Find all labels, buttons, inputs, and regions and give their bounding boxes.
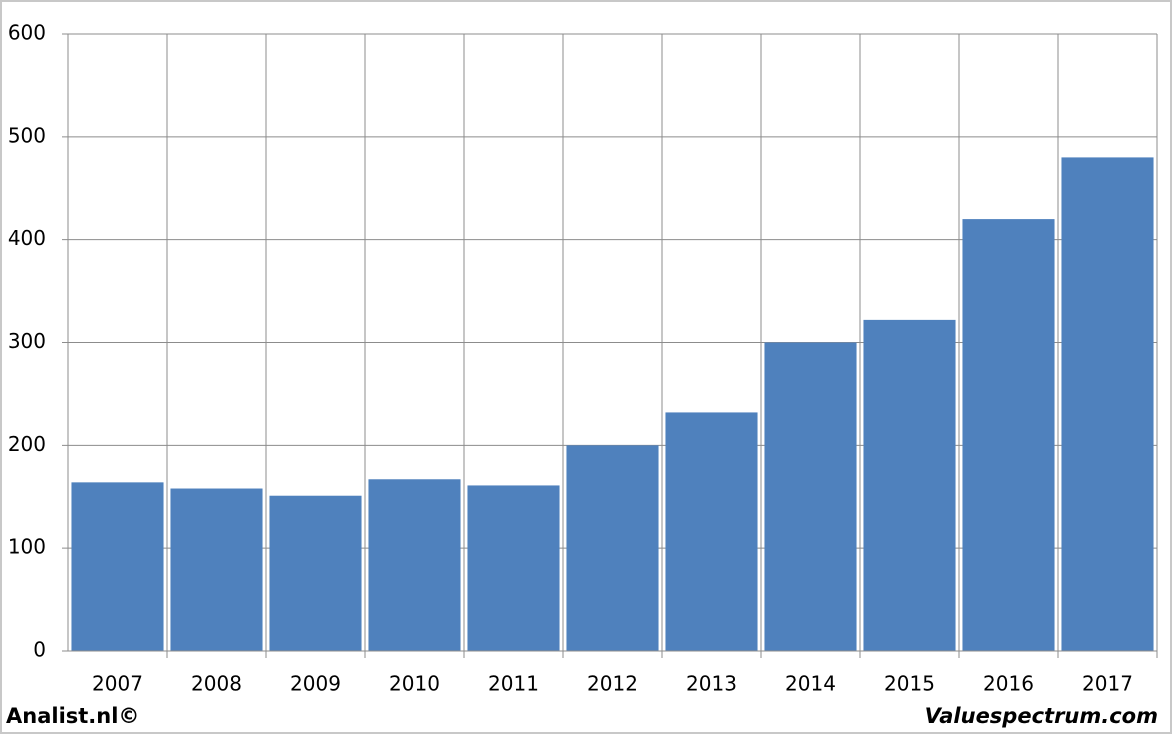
x-tick-label: 2008	[191, 672, 242, 696]
x-tick-label: 2012	[587, 672, 638, 696]
bar	[566, 445, 659, 651]
y-tick-label: 100	[8, 535, 46, 559]
bar	[1061, 157, 1154, 651]
y-tick-label: 0	[33, 638, 46, 662]
y-tick-label: 300	[8, 329, 46, 353]
x-tick-label: 2016	[983, 672, 1034, 696]
x-tick-label: 2013	[686, 672, 737, 696]
y-tick-label: 600	[8, 21, 46, 45]
x-tick-label: 2015	[884, 672, 935, 696]
bar	[71, 482, 164, 651]
x-tick-label: 2010	[389, 672, 440, 696]
x-tick-label: 2017	[1082, 672, 1133, 696]
y-tick-label: 200	[8, 432, 46, 456]
footer-left: Analist.nl©	[6, 704, 139, 728]
y-tick-label: 400	[8, 226, 46, 250]
x-tick-label: 2007	[92, 672, 143, 696]
x-tick-label: 2011	[488, 672, 539, 696]
bar	[269, 495, 362, 651]
y-tick-label: 500	[8, 123, 46, 147]
bar	[467, 485, 560, 651]
bar	[962, 219, 1055, 651]
footer-right: Valuespectrum.com	[925, 704, 1158, 728]
x-tick-label: 2014	[785, 672, 836, 696]
bar	[170, 488, 263, 651]
bar	[368, 479, 461, 651]
bar	[764, 342, 857, 651]
bar	[665, 412, 758, 651]
bar	[863, 319, 956, 651]
x-tick-label: 2009	[290, 672, 341, 696]
